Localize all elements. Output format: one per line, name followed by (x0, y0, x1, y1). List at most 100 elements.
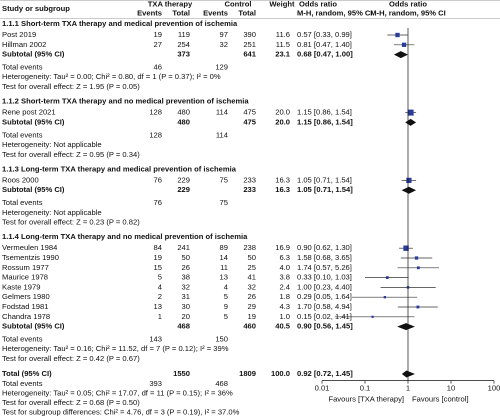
study-name: Post 2019 (2, 30, 36, 39)
header: Odds ratio (389, 0, 427, 9)
study-square (414, 256, 419, 260)
cell: 1.05 [0.71, 1.54] (297, 185, 353, 194)
header: Odds ratio (299, 0, 337, 9)
overall-test: Test for overall effect: Z = 0.23 (P = 0… (2, 218, 140, 227)
cell: 0.68 [0.47, 1.00] (297, 50, 353, 59)
study-square (401, 42, 407, 47)
cell: 114 (216, 108, 228, 117)
study-square (385, 276, 389, 279)
cell: 128 (149, 130, 162, 139)
cell: 32 (248, 282, 256, 291)
cell: 84 (154, 243, 162, 252)
header: Study or subgroup (2, 4, 70, 13)
heterogeneity: Heterogeneity: Tau² = 0.00; Chi² = 0.80,… (2, 72, 221, 81)
cell: 38 (182, 273, 190, 282)
cell: 229 (177, 185, 190, 194)
header: Weight (269, 0, 295, 9)
events-label: Total events (2, 198, 43, 207)
cell: 11.6 (276, 30, 290, 39)
cell: 20.0 (275, 117, 290, 126)
heterogeneity: Heterogeneity: Tau² = 0.16; Chi² = 11.52… (2, 344, 229, 353)
cell: 26 (248, 292, 256, 301)
header: TXA therapy (148, 0, 193, 9)
cell: 11 (220, 263, 228, 272)
overall-test: Test for overall effect: Z = 0.68 (P = 0… (2, 398, 140, 407)
x-tick-label: 10 (447, 384, 455, 393)
cell: 233 (243, 175, 256, 184)
cell: 468 (177, 322, 190, 331)
cell: 41 (248, 273, 256, 282)
study-name: Kaste 1979 (2, 282, 40, 291)
cell: 76 (154, 198, 162, 207)
x-tick-label: 100 (488, 384, 500, 393)
subgroup-heading: 1.1.2 Short-term TXA therapy and no medi… (2, 97, 249, 106)
study-square (407, 109, 414, 116)
cell: 30 (182, 302, 190, 311)
cell: 32 (182, 282, 190, 291)
diamond (397, 323, 415, 331)
cell: 150 (215, 335, 228, 344)
cell: 40.5 (275, 322, 291, 331)
cell: 46 (154, 63, 162, 72)
cell: 233 (243, 185, 256, 194)
cell: 4.3 (279, 302, 290, 311)
cell: 20 (182, 312, 190, 321)
cell: 97 (220, 30, 228, 39)
cell: 0.29 [0.05, 1.64] (297, 292, 352, 301)
cell: 15 (154, 263, 162, 272)
study-name: Hillman 2002 (2, 40, 46, 49)
cell: 1550 (173, 369, 190, 378)
cell: 143 (149, 335, 162, 344)
subgroup-heading: 1.1.4 Long-term TXA therapy and no medic… (2, 232, 248, 241)
cell: 100.0 (271, 369, 290, 378)
cell: 0.90 [0.56, 1.45] (297, 322, 353, 331)
study-name: Rossum 1977 (2, 263, 49, 272)
header: Total (172, 9, 190, 18)
cell: 1.74 [0.57, 5.26] (297, 263, 352, 272)
cell: 3.8 (279, 273, 290, 282)
cell: 0.15 [0.02, 1.41] (297, 312, 352, 321)
overall-test: Test for overall effect: Z = 0.42 (P = 0… (2, 354, 140, 363)
cell: 32 (220, 40, 228, 49)
cell: 393 (149, 379, 162, 388)
study-square (406, 177, 412, 184)
cell: 1.15 [0.86, 1.54] (297, 108, 352, 117)
cell: 19 (248, 312, 256, 321)
cell: 6.3 (279, 253, 290, 262)
cell: 468 (215, 379, 228, 388)
x-tick-label: 1 (406, 384, 410, 393)
cell: 0.33 [0.10, 1.03] (297, 273, 352, 282)
cell: 0.92 [0.72, 1.45] (297, 369, 353, 378)
header: Events (203, 9, 228, 18)
cell: 2 (158, 292, 162, 301)
header: M-H, random, 95% CI (297, 9, 373, 18)
study-name: Gelmers 1980 (2, 292, 50, 301)
x-tick-label: 0.01 (315, 384, 330, 393)
cell: 13 (154, 302, 162, 311)
cell: 19 (154, 30, 162, 39)
study-name: Fodstad 1981 (2, 302, 48, 311)
cell: 19 (154, 253, 162, 262)
heterogeneity: Heterogeneity: Tau² = 0.05; Chi² = 17.07… (2, 389, 233, 398)
header: Events (137, 9, 162, 18)
diamond (393, 51, 408, 59)
cell: 229 (177, 175, 190, 184)
cell: 16.3 (275, 185, 290, 194)
cell: 26 (182, 263, 190, 272)
cell: 0.57 [0.33, 0.99] (297, 30, 352, 39)
cell: 1.8 (279, 292, 290, 301)
cell: 4 (224, 282, 228, 291)
x-tick-label: 0.1 (360, 384, 371, 393)
cell: 89 (220, 243, 228, 252)
subgroup-test: Test for subgroup differences: Chi² = 4.… (2, 408, 240, 416)
cell: 27 (154, 40, 162, 49)
cell: 641 (243, 50, 256, 59)
cell: 5 (158, 273, 162, 282)
cell: 373 (177, 50, 190, 59)
axis-label: Favours [control] (412, 395, 469, 404)
study-name: Vermeulen 1984 (2, 243, 57, 252)
cell: 251 (243, 40, 256, 49)
events-label: Total events (2, 335, 43, 344)
diamond (405, 118, 417, 126)
subgroup-heading: 1.1.1 Short-term TXA therapy and medical… (2, 19, 238, 28)
